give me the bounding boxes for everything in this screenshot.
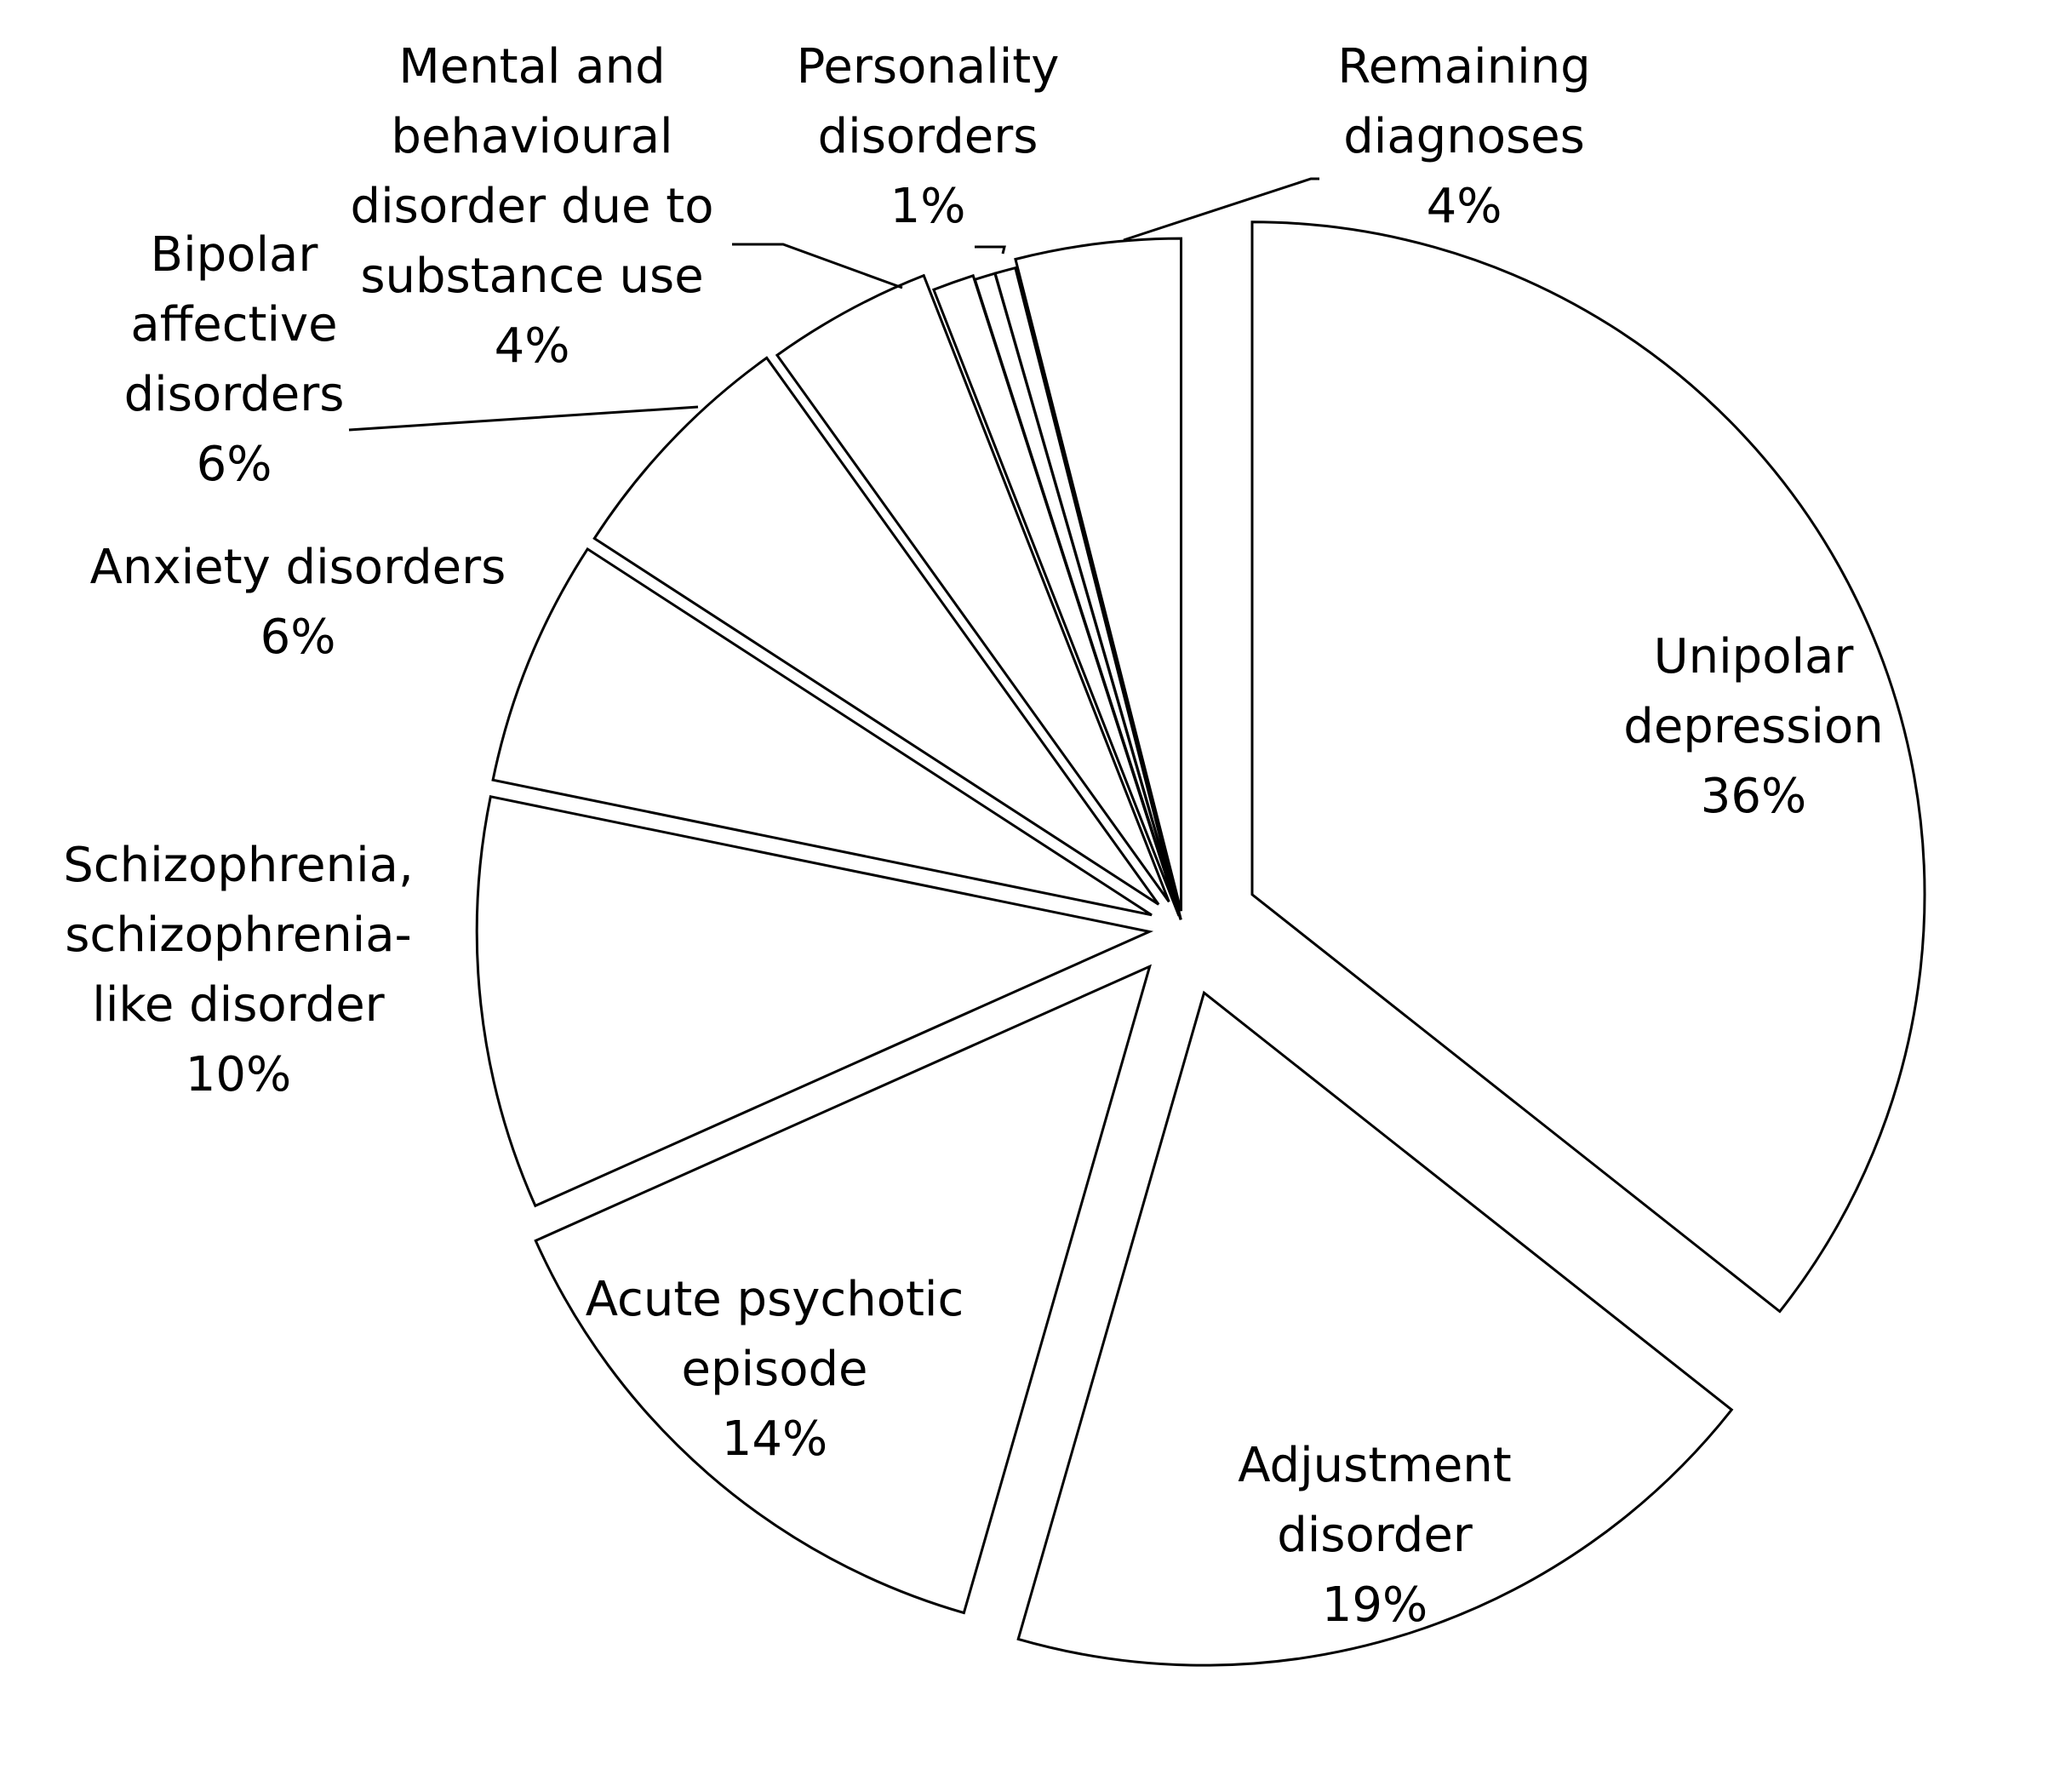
slice-label-line: Remaining [1337,39,1590,94]
slice-percent: 6% [260,610,336,665]
slice-percent: 6% [197,437,272,492]
slice-label-line: substance use [360,249,703,304]
slice-label: Personality disorders 1% [797,39,1060,234]
slice-label: Schizophrenia, schizophrenia-like disorde… [63,838,414,1102]
slice-label-line: Personality [797,39,1060,94]
pie-slice [475,794,1154,1208]
slice-percent: 14% [722,1411,827,1467]
slice-percent: 4% [1427,179,1502,234]
slice-label: Adjustment disorder 19% [1238,1438,1512,1633]
slice-percent: 36% [1701,769,1806,824]
slice-percent: 4% [495,318,570,374]
slice-label-line: disorder [1277,1508,1473,1563]
slice-label: Mental and behavioural disorder due to subs… [351,39,714,374]
slice-label: Acute psychotic episode 14% [586,1272,964,1467]
leader-line [1123,177,1319,242]
slice-label-line: disorders [818,109,1038,164]
slice-label-line: Anxiety disorders [90,540,506,595]
slice-label-line: Mental and [398,39,665,94]
pie-slice [775,273,1170,903]
slice-label-line: disorder due to [351,179,714,234]
leader-line [348,405,699,432]
slice-label-line: diagnoses [1343,109,1585,164]
slice-label-line: Adjustment [1238,1438,1512,1493]
slice-label-line: Unipolar [1654,629,1855,684]
slice-percent: 19% [1322,1577,1428,1633]
slice-label-line: depression [1623,699,1883,754]
pie-slice [931,273,1181,917]
pie-slice [1250,220,1926,1314]
pie-slice [534,964,1152,1615]
slice-percent: 1% [890,179,966,234]
leader-line [732,243,903,289]
leader-line [975,245,1006,255]
slice-label: Anxiety disorders 6% [90,540,506,665]
slice-label: Remaining diagnoses 4% [1337,39,1590,234]
slice-label-line: Bipolar [151,227,319,283]
slice-label-line: episode [682,1342,868,1397]
pie-slice [592,356,1160,906]
slice-label-line: Acute psychotic [586,1272,964,1327]
slice-label: Bipolar affective disorders 6% [124,227,345,492]
slice-percent: 10% [186,1047,291,1102]
pie-slice [993,266,1182,920]
slice-label-line: like disorder [92,977,385,1033]
pie-slice [1016,990,1734,1667]
pie-slice [1014,237,1183,912]
slice-label-line: disorders [124,367,345,422]
pie-slice [491,547,1153,917]
slice-label-line: affective [130,297,337,352]
slice-label-line: Schizophrenia, [63,838,414,893]
slice-label-line: schizophrenia- [65,907,412,963]
slice-label-line: behavioural [391,109,672,164]
slice-label: Unipolar depression 36% [1623,629,1883,824]
